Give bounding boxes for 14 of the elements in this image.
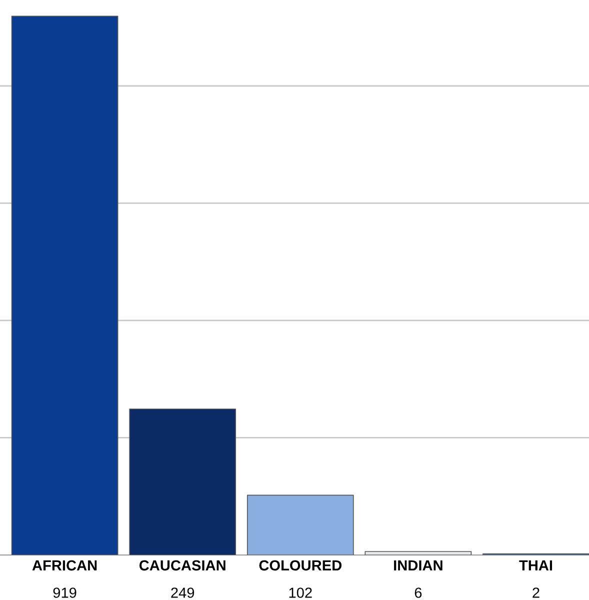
data-label: 2 bbox=[532, 588, 540, 598]
data-label: 919 bbox=[53, 588, 76, 598]
x-tick-label: INDIAN bbox=[394, 560, 442, 570]
x-tick-label: CAUCASIAN bbox=[139, 560, 226, 571]
bar bbox=[364, 551, 472, 555]
bar bbox=[11, 16, 118, 555]
x-tick-label: THAI bbox=[519, 560, 552, 570]
bar bbox=[129, 408, 236, 555]
bar bbox=[246, 494, 354, 555]
data-label: 6 bbox=[414, 588, 422, 598]
data-label: 102 bbox=[289, 588, 312, 598]
x-tick-label: COLOURED bbox=[259, 560, 342, 571]
data-label: 249 bbox=[171, 588, 194, 598]
x-tick-label: AFRICAN bbox=[32, 560, 97, 571]
